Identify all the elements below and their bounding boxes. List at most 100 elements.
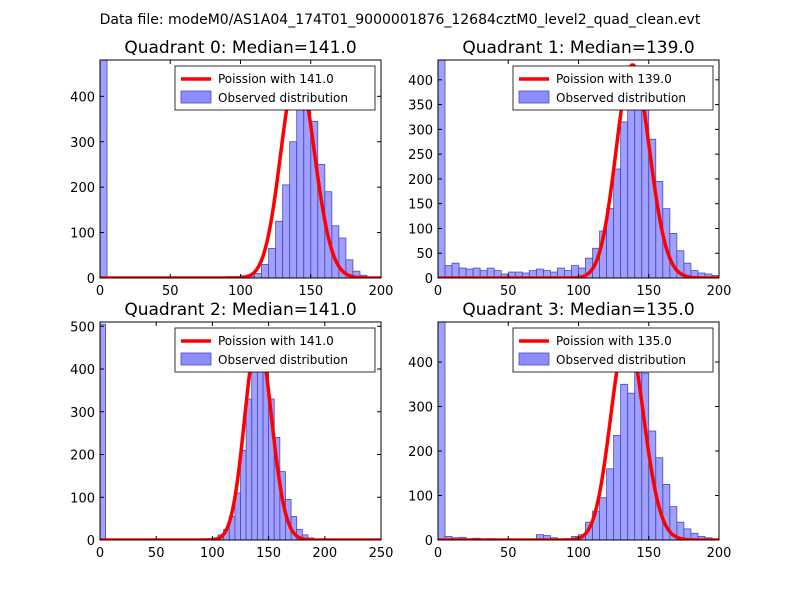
y-tick-label: 0 [425,272,433,287]
histogram-bar [620,383,629,540]
histogram-bar [438,60,446,278]
x-tick-label: 100 [200,546,225,561]
legend-box [174,327,376,373]
panel-1: 0 50 100 150 200 0 50 100 150 200 250 300 350 400 Quad… [408,38,731,299]
y-tick-label: 500 [70,320,95,335]
histogram-bar [613,435,622,540]
histogram-bar [613,168,622,278]
legend-label-observed: Observed distribution [218,91,348,105]
x-tick-label: 250 [369,546,394,561]
histogram-bar [100,323,107,540]
histogram-bar [634,86,643,278]
y-tick-label: 300 [70,136,95,151]
legend: Poission with 141.0 Observed distribution [174,65,376,111]
y-tick-label: 250 [408,148,433,163]
panel-2: 0 50 100 150 200 250 0 100 200 300 400 500 Quadrant … [70,300,393,561]
axes-frame [99,321,382,541]
histogram-bar [261,263,270,278]
panel-3: 0 50 100 150 200 0 100 200 300 400 Quadrant 3: Med… [408,300,731,561]
x-tick-label: 50 [162,284,179,299]
y-tick-label: 300 [408,123,433,138]
y-tick-label: 200 [70,181,95,196]
y-tick-label: 0 [87,272,95,287]
figure-suptitle: Data file: modeM0/AS1A04_174T01_90000018… [100,12,701,28]
histogram-bar [352,270,361,278]
legend: Poission with 135.0 Observed distribution [512,327,714,373]
y-tick-label: 0 [425,534,433,549]
histogram-bar [444,265,453,278]
y-tick-label: 50 [416,247,433,262]
legend-bar-swatch [180,352,212,366]
x-tick-label: 50 [500,284,517,299]
y-tick-label: 100 [70,491,95,506]
x-tick-label: 100 [566,546,591,561]
plot-area [438,322,719,540]
y-tick-label: 100 [408,222,433,237]
x-tick-label: 150 [636,284,661,299]
histogram-bar [282,184,291,278]
panel-0: 0 50 100 150 200 0 100 200 300 400 Quadrant 0: Med… [70,38,393,299]
subplot-title: Quadrant 0: Median=141.0 [124,38,356,58]
histogram-bar [451,262,460,278]
y-tick-label: 0 [87,534,95,549]
y-tick-label: 350 [408,99,433,114]
x-tick-label: 100 [228,284,253,299]
legend: Poission with 139.0 Observed distribution [512,65,714,111]
legend-label-observed: Observed distribution [218,353,348,367]
y-tick-label: 100 [70,227,95,242]
x-tick-label: 200 [369,284,394,299]
y-tick-label: 100 [408,490,433,505]
y-tick-label: 400 [408,74,433,89]
x-tick-label: 50 [148,546,165,561]
histogram-bar [254,273,262,278]
x-tick-label: 0 [96,546,104,561]
x-tick-label: 200 [707,546,732,561]
legend-label-fit: Poission with 141.0 [218,334,334,348]
y-tick-label: 400 [408,356,433,371]
histogram-bar [599,497,608,540]
x-tick-label: 150 [256,546,281,561]
histogram-bar [275,220,284,278]
legend-bar-swatch [180,90,212,104]
x-tick-label: 200 [312,546,337,561]
histogram-bar [627,392,636,540]
histogram-bar [245,398,253,540]
poisson-fit-line [100,335,381,540]
y-tick-label: 200 [408,173,433,188]
legend-label-fit: Poission with 135.0 [556,334,672,348]
x-tick-label: 200 [707,284,732,299]
legend: Poission with 141.0 Observed distribution [174,327,376,373]
x-tick-label: 0 [434,546,442,561]
x-tick-label: 50 [500,546,517,561]
histogram-bar [620,121,629,278]
histogram-bar [338,237,347,278]
histogram-bar [289,141,298,278]
histogram-bar [268,248,277,278]
y-tick-label: 200 [70,449,95,464]
histogram-bar [606,468,615,540]
subplot-title: Quadrant 2: Median=141.0 [124,300,356,320]
legend-label-observed: Observed distribution [556,91,686,105]
x-tick-label: 150 [636,546,661,561]
subplot-title: Quadrant 1: Median=139.0 [462,38,694,58]
legend-label-fit: Poission with 139.0 [556,72,672,86]
y-tick-label: 150 [408,198,433,213]
y-tick-label: 400 [70,90,95,105]
panels: 0 50 100 150 200 0 100 200 300 400 Quadrant 0: Med… [70,38,731,561]
y-tick-label: 200 [408,445,433,460]
y-tick-label: 300 [70,406,95,421]
y-tick-label: 400 [70,363,95,378]
subplot-title: Quadrant 3: Median=135.0 [462,300,694,320]
histogram-bar [438,322,446,540]
y-tick-label: 300 [408,401,433,416]
x-tick-label: 150 [298,284,323,299]
legend-label-fit: Poission with 141.0 [218,72,334,86]
legend-label-observed: Observed distribution [556,353,686,367]
legend-bar-swatch [518,352,550,366]
x-tick-label: 0 [434,284,442,299]
plot-area [438,60,719,278]
x-tick-label: 100 [566,284,591,299]
x-tick-label: 0 [96,284,104,299]
histogram-bar [100,60,108,278]
